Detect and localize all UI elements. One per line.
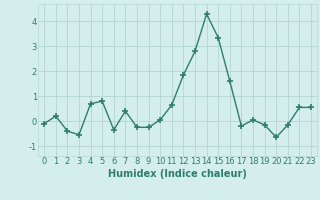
X-axis label: Humidex (Indice chaleur): Humidex (Indice chaleur)	[108, 169, 247, 179]
